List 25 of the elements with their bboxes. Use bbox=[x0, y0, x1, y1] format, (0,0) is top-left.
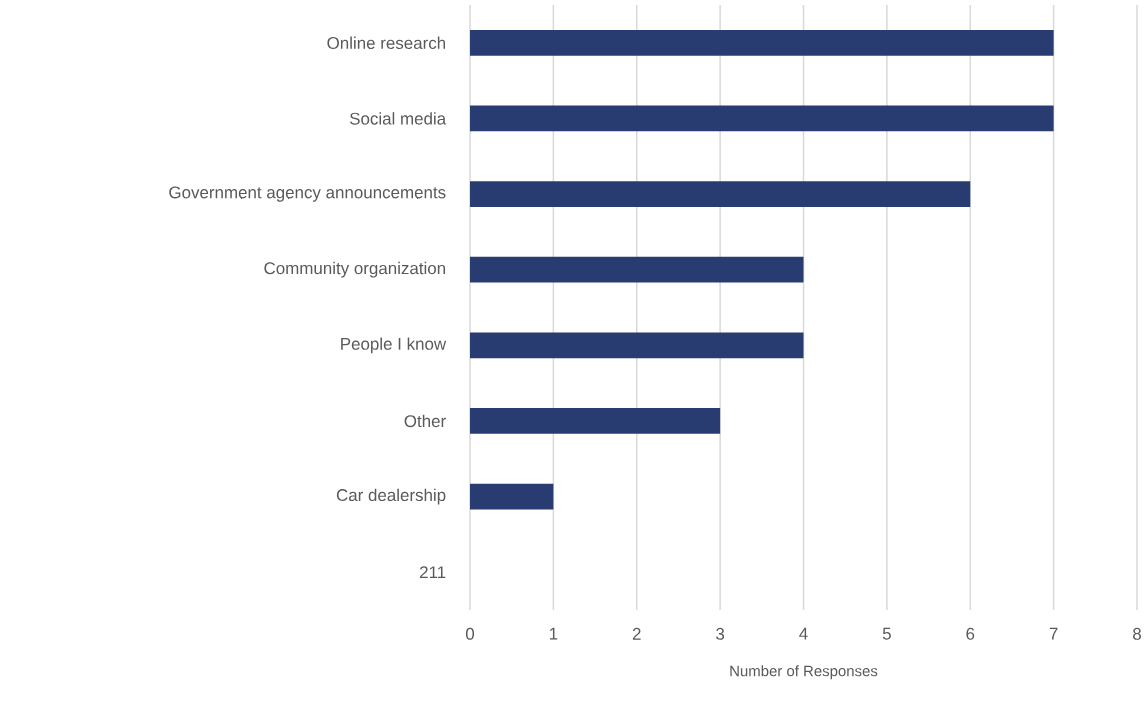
y-tick-label: Government agency announcements bbox=[169, 186, 446, 202]
y-tick-label: Online research bbox=[327, 36, 446, 50]
x-tick-label: 4 bbox=[799, 627, 808, 640]
y-tick-label: Other bbox=[404, 414, 446, 428]
bar bbox=[470, 256, 804, 283]
x-tick-label: 7 bbox=[1049, 627, 1058, 640]
x-axis-title: Number of Responses bbox=[730, 665, 878, 680]
y-tick-label: Car dealership bbox=[336, 488, 446, 505]
x-tick-label: 2 bbox=[632, 627, 641, 640]
y-tick-label: Social media bbox=[349, 112, 447, 125]
bar bbox=[470, 332, 804, 359]
y-tick-label: People I know bbox=[341, 337, 447, 354]
y-tick-label: 211 bbox=[420, 566, 446, 579]
x-tick-label: 1 bbox=[549, 627, 558, 640]
bar bbox=[470, 181, 971, 207]
y-tick-label: Community organization bbox=[264, 261, 446, 278]
x-tick-label: 3 bbox=[716, 627, 725, 640]
x-tick-label: 8 bbox=[1133, 627, 1141, 640]
x-tick-label: 6 bbox=[966, 627, 975, 640]
bar bbox=[470, 408, 721, 434]
bar bbox=[470, 105, 1054, 132]
bar bbox=[470, 29, 1054, 56]
bar bbox=[470, 483, 554, 510]
x-tick-label: 0 bbox=[465, 627, 475, 640]
x-tick-label: 5 bbox=[882, 627, 891, 640]
